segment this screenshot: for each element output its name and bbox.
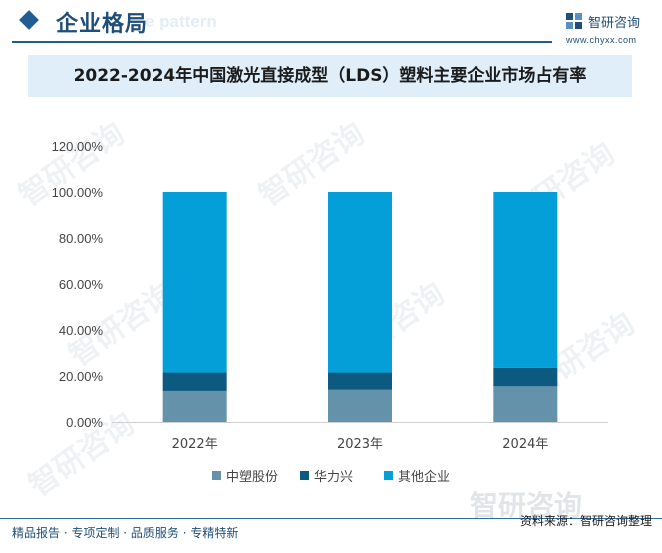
page-header: e pattern 企业格局 智研咨询 www.chyxx.com	[0, 0, 662, 48]
footer-slogan: 精品报告 · 专项定制 · 品质服务 · 专精特新	[12, 526, 239, 540]
bar-series	[162, 192, 558, 422]
section-ghost-text: e pattern	[145, 12, 217, 31]
bar-segment	[328, 192, 392, 373]
y-axis: 0.00% 20.00% 40.00% 60.00% 80.00% 100.00% 120.…	[52, 139, 104, 430]
y-tick-label: 80.00%	[59, 231, 104, 246]
data-source: 资料来源：智研咨询整理	[519, 514, 652, 528]
footer-watermark: 智研咨询	[470, 489, 583, 522]
footer-divider	[0, 518, 662, 519]
y-tick-label: 20.00%	[59, 369, 104, 384]
legend-swatch	[384, 471, 393, 480]
logo-url: www.chyxx.com	[566, 35, 637, 45]
y-tick-label: 100.00%	[52, 185, 104, 200]
legend-swatch	[212, 471, 221, 480]
legend-label: 华力兴	[314, 470, 354, 485]
bar-segment	[493, 386, 558, 422]
bar-segment	[328, 372, 392, 390]
x-tick-label: 2023年	[337, 437, 383, 452]
y-tick-label: 40.00%	[59, 323, 104, 338]
bar-segment	[493, 367, 558, 387]
chart-title: 2022-2024年中国激光直接成型（LDS）塑料主要企业市场占有率	[73, 66, 587, 86]
header-divider	[12, 41, 552, 43]
bar-segment	[162, 192, 227, 373]
bar-segment	[493, 192, 558, 368]
x-tick-label: 2024年	[502, 437, 548, 452]
chart-legend: 中塑股份 华力兴 其他企业	[0, 465, 662, 485]
x-tick-label: 2022年	[172, 437, 218, 452]
x-axis: 2022年 2023年 2024年	[172, 437, 549, 452]
logo-icon	[566, 13, 582, 29]
bar-segment	[162, 390, 227, 422]
y-tick-label: 60.00%	[59, 277, 104, 292]
bar-segment	[162, 372, 227, 391]
legend-label: 中塑股份	[226, 470, 279, 485]
bar-segment	[328, 389, 392, 422]
logo-name: 智研咨询	[588, 16, 641, 31]
y-tick-label: 0.00%	[66, 415, 103, 430]
legend-swatch	[300, 471, 309, 480]
section-title: 企业格局	[56, 12, 149, 37]
y-tick-label: 120.00%	[52, 139, 104, 154]
legend-label: 其他企业	[398, 470, 451, 485]
chart-title-bar: 2022-2024年中国激光直接成型（LDS）塑料主要企业市场占有率	[28, 55, 632, 97]
